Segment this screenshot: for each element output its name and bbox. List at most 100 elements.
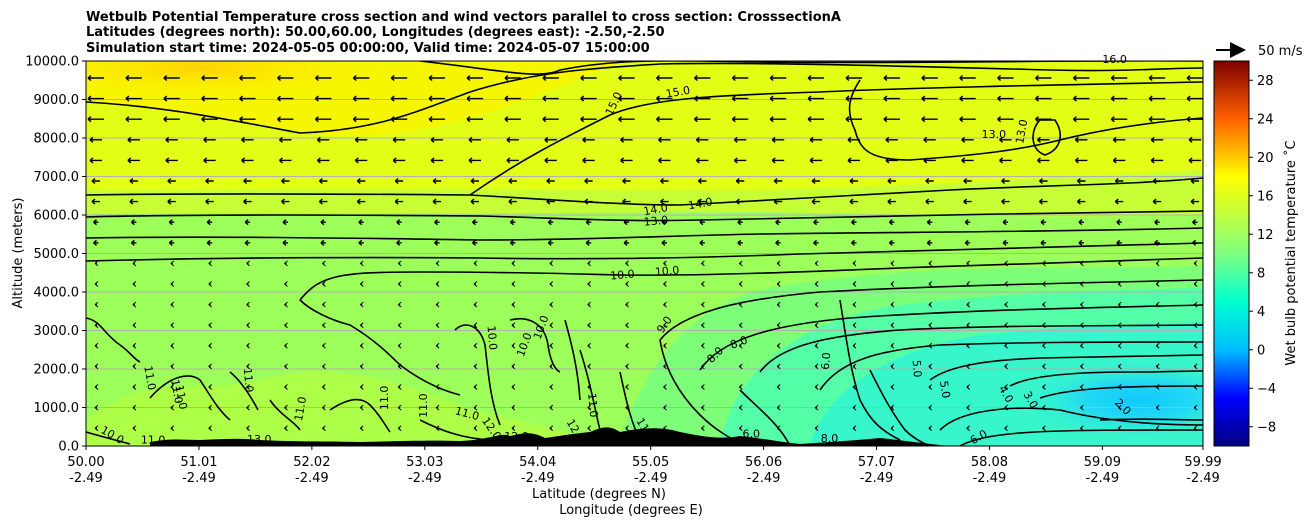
wind-vector — [964, 219, 971, 226]
wind-vector — [966, 260, 971, 267]
wind-vector — [887, 198, 896, 205]
wind-vector — [587, 281, 592, 287]
wind-vector — [322, 363, 326, 370]
quiver-key: 50 m/s — [1216, 42, 1303, 59]
wind-vector — [125, 74, 142, 82]
x-tick-label-lat: 58.08 — [971, 455, 1008, 470]
wind-vector — [246, 260, 250, 267]
wind-vector — [277, 74, 294, 82]
x-tick-label-lon: -2.49 — [408, 471, 442, 486]
wind-vector — [738, 384, 743, 390]
wind-vector — [435, 363, 440, 370]
wind-vector — [504, 74, 521, 82]
wind-vector — [241, 136, 254, 143]
contour-label: 15.0 — [665, 84, 691, 101]
wind-vector — [587, 384, 592, 390]
wind-vector — [1193, 301, 1198, 308]
wind-vector — [397, 342, 402, 349]
contour-label: 13.0 — [247, 433, 272, 446]
wind-vector — [1155, 384, 1160, 390]
wind-vector — [1004, 281, 1008, 287]
wind-vector — [887, 177, 896, 185]
wind-vector — [852, 260, 857, 267]
contour-11-col-a — [579, 349, 601, 431]
wind-vector — [658, 157, 671, 164]
wind-vector — [693, 116, 711, 123]
wind-vector — [811, 198, 821, 205]
wind-vector — [281, 198, 290, 205]
wind-vector — [1110, 95, 1128, 102]
contour-label: 13.0 — [643, 214, 669, 229]
colorbar-tick-label: −8 — [1257, 420, 1276, 435]
wind-vector — [849, 177, 858, 185]
wind-vector — [89, 136, 102, 143]
wind-vector — [625, 404, 629, 411]
wind-vector — [397, 281, 402, 287]
wind-vector — [1148, 116, 1166, 123]
wind-vector — [663, 384, 667, 390]
wind-vector — [205, 177, 214, 185]
colorbar-tick-label: −4 — [1257, 382, 1276, 397]
wind-vector — [625, 281, 629, 287]
wind-vector — [394, 198, 404, 205]
wind-vector — [1004, 404, 1008, 411]
colorbar-label: Wet bulb potential temperature ˚C — [1283, 140, 1299, 365]
wind-vector — [314, 116, 332, 123]
wind-vector — [314, 74, 332, 82]
wind-vector — [1042, 404, 1046, 411]
wind-vector — [890, 404, 895, 411]
chart-title: Wetbulb Potential Temperature cross sect… — [86, 10, 841, 56]
wind-vector — [94, 425, 99, 432]
wind-vector — [282, 239, 288, 246]
y-axis-label: Altitude (meters) — [11, 198, 26, 309]
wind-vector — [584, 198, 593, 205]
wind-vector — [208, 384, 213, 390]
wind-vector — [663, 260, 667, 267]
wind-vector — [999, 157, 1012, 164]
wind-vector — [663, 322, 667, 329]
wind-vector — [246, 301, 250, 308]
wind-vector — [170, 260, 175, 267]
contour-11-west-b — [229, 371, 259, 411]
wind-vector — [435, 384, 440, 390]
wind-vector — [208, 301, 213, 308]
wind-vector — [1080, 384, 1084, 390]
contour-13 — [86, 210, 1203, 222]
wind-vector — [473, 363, 478, 370]
wind-vector — [809, 157, 823, 164]
wind-vector — [1076, 198, 1086, 205]
wind-vector — [738, 301, 743, 308]
wind-vector — [1117, 301, 1122, 308]
contour-label: 5.0 — [937, 380, 953, 399]
contour-10-col-c — [564, 319, 581, 401]
wind-vector — [999, 136, 1012, 143]
wind-vector — [511, 425, 516, 432]
wind-vector — [1114, 177, 1124, 185]
wind-vector — [852, 342, 857, 349]
wind-vector — [546, 198, 555, 205]
wind-vector — [928, 260, 933, 267]
wind-vector — [1193, 260, 1198, 267]
contour-label: 11.0 — [173, 384, 190, 410]
x-tick-label-lon: -2.49 — [973, 471, 1007, 486]
wind-vector — [208, 260, 213, 267]
wind-vector — [509, 219, 516, 226]
wind-vector — [359, 363, 364, 370]
contour-label: 5.0 — [910, 359, 924, 378]
wind-vector — [549, 260, 554, 267]
wind-vector — [511, 363, 516, 370]
wind-vector — [814, 384, 819, 390]
wind-vector — [771, 157, 785, 164]
wind-vector — [170, 301, 175, 308]
wind-vector — [94, 301, 99, 308]
wind-vector — [773, 177, 783, 185]
gridlines — [86, 99, 1203, 408]
wind-vector — [735, 198, 745, 205]
wind-vector — [923, 157, 936, 164]
wind-vector — [318, 198, 328, 205]
wind-vector — [168, 239, 175, 246]
wind-vector — [547, 219, 554, 226]
contour-13-loop — [1032, 119, 1061, 156]
wind-vector — [1039, 198, 1048, 205]
wind-vector — [1117, 384, 1122, 390]
